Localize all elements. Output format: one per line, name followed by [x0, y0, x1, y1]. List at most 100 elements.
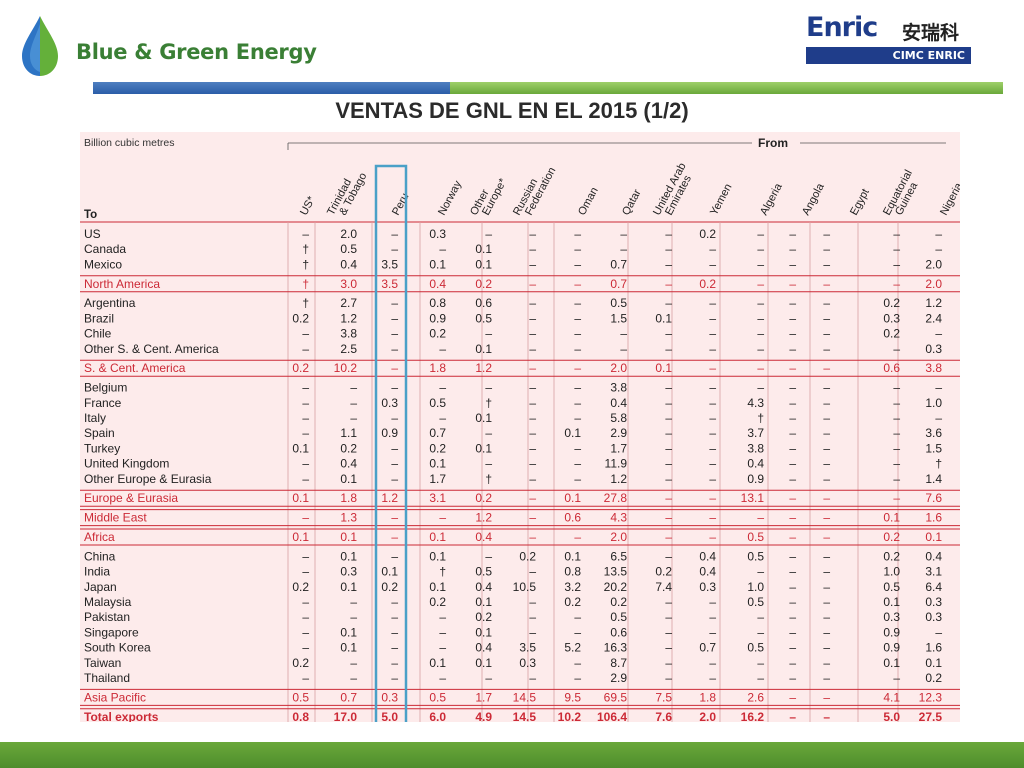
cell-22-7: 0.2	[610, 595, 627, 609]
cell-29-2: 5.0	[381, 710, 398, 722]
cell-8-2: –	[391, 361, 398, 375]
cell-25-11: –	[789, 641, 796, 655]
cell-24-12: –	[823, 625, 830, 639]
row-label-13: Turkey	[84, 441, 120, 455]
cell-20-1: 0.3	[340, 565, 357, 579]
cell-1-10: –	[757, 242, 764, 256]
cell-23-5: –	[529, 610, 536, 624]
cell-28-7: 69.5	[604, 690, 628, 704]
cell-4-14: 1.2	[925, 296, 942, 310]
cell-8-5: –	[529, 361, 536, 375]
cell-15-9: –	[709, 472, 716, 486]
cell-18-8: –	[665, 530, 672, 544]
cell-6-11: –	[789, 327, 796, 341]
cell-2-0: †	[302, 257, 309, 271]
cell-16-12: –	[823, 491, 830, 505]
cell-20-2: 0.1	[381, 565, 398, 579]
cell-15-10: 0.9	[747, 472, 764, 486]
cell-25-12: –	[823, 641, 830, 655]
cell-24-5: –	[529, 625, 536, 639]
cell-7-5: –	[529, 342, 536, 356]
cell-18-7: 2.0	[610, 530, 627, 544]
cell-13-4: 0.1	[475, 441, 492, 455]
cell-26-2: –	[391, 656, 398, 670]
cell-2-6: –	[574, 257, 581, 271]
cell-28-14: 12.3	[919, 690, 943, 704]
cell-21-14: 6.4	[925, 580, 942, 594]
cell-8-13: 0.6	[883, 361, 900, 375]
column-header-2-line-0: Peru	[390, 191, 412, 217]
cell-19-13: 0.2	[883, 549, 900, 563]
cell-10-2: 0.3	[381, 396, 398, 410]
cell-14-5: –	[529, 457, 536, 471]
header-divider-green	[450, 82, 1003, 94]
cell-19-3: 0.1	[429, 549, 446, 563]
cell-15-3: 1.7	[429, 472, 446, 486]
cell-13-3: 0.2	[429, 441, 446, 455]
cell-24-14: –	[935, 625, 942, 639]
cell-20-9: 0.4	[699, 565, 716, 579]
cell-27-8: –	[665, 671, 672, 685]
cell-17-12: –	[823, 511, 830, 525]
cell-3-10: –	[757, 277, 764, 291]
cell-16-10: 13.1	[741, 491, 765, 505]
cell-16-14: 7.6	[925, 491, 942, 505]
cell-7-14: 0.3	[925, 342, 942, 356]
cell-9-9: –	[709, 381, 716, 395]
cell-29-13: 5.0	[883, 710, 900, 722]
row-label-9: Belgium	[84, 381, 127, 395]
cell-27-11: –	[789, 671, 796, 685]
cell-17-1: 1.3	[340, 511, 357, 525]
row-label-15: Other Europe & Eurasia	[84, 472, 212, 486]
cell-9-4: –	[485, 381, 492, 395]
cell-8-12: –	[823, 361, 830, 375]
cell-12-14: 3.6	[925, 426, 942, 440]
cell-0-13: –	[893, 227, 900, 241]
cell-6-6: –	[574, 327, 581, 341]
cell-27-6: –	[574, 671, 581, 685]
cell-24-7: 0.6	[610, 625, 627, 639]
cell-12-2: 0.9	[381, 426, 398, 440]
cell-13-6: –	[574, 441, 581, 455]
cell-27-7: 2.9	[610, 671, 627, 685]
cell-7-8: –	[665, 342, 672, 356]
cell-23-13: 0.3	[883, 610, 900, 624]
cell-18-10: 0.5	[747, 530, 764, 544]
cell-4-12: –	[823, 296, 830, 310]
cell-29-1: 17.0	[334, 710, 358, 722]
cell-12-5: –	[529, 426, 536, 440]
cell-19-5: 0.2	[519, 549, 536, 563]
cell-6-12: –	[823, 327, 830, 341]
cell-3-12: –	[823, 277, 830, 291]
cell-3-11: –	[789, 277, 796, 291]
partner-name: Enric	[806, 12, 878, 43]
cell-22-6: 0.2	[564, 595, 581, 609]
cell-18-4: 0.4	[475, 530, 492, 544]
cell-2-13: –	[893, 257, 900, 271]
cell-7-9: –	[709, 342, 716, 356]
cell-29-12: –	[823, 710, 830, 722]
cell-17-4: 1.2	[475, 511, 492, 525]
cell-1-2: –	[391, 242, 398, 256]
cell-3-0: †	[302, 277, 309, 291]
cell-7-4: 0.1	[475, 342, 492, 356]
cell-3-13: –	[893, 277, 900, 291]
cell-1-5: –	[529, 242, 536, 256]
cell-28-13: 4.1	[883, 690, 900, 704]
cell-26-1: –	[350, 656, 357, 670]
cell-23-11: –	[789, 610, 796, 624]
column-header-7-line-0: Qatar	[620, 187, 644, 217]
cell-3-7: 0.7	[610, 277, 627, 291]
cell-6-0: –	[302, 327, 309, 341]
cell-6-8: –	[665, 327, 672, 341]
cell-3-9: 0.2	[699, 277, 716, 291]
cell-18-9: –	[709, 530, 716, 544]
cell-2-9: –	[709, 257, 716, 271]
cell-8-3: 1.8	[429, 361, 446, 375]
cell-21-6: 3.2	[564, 580, 581, 594]
cell-14-7: 11.9	[605, 457, 628, 471]
cell-7-10: –	[757, 342, 764, 356]
cell-2-4: 0.1	[475, 257, 492, 271]
cell-0-8: –	[665, 227, 672, 241]
cell-7-11: –	[789, 342, 796, 356]
